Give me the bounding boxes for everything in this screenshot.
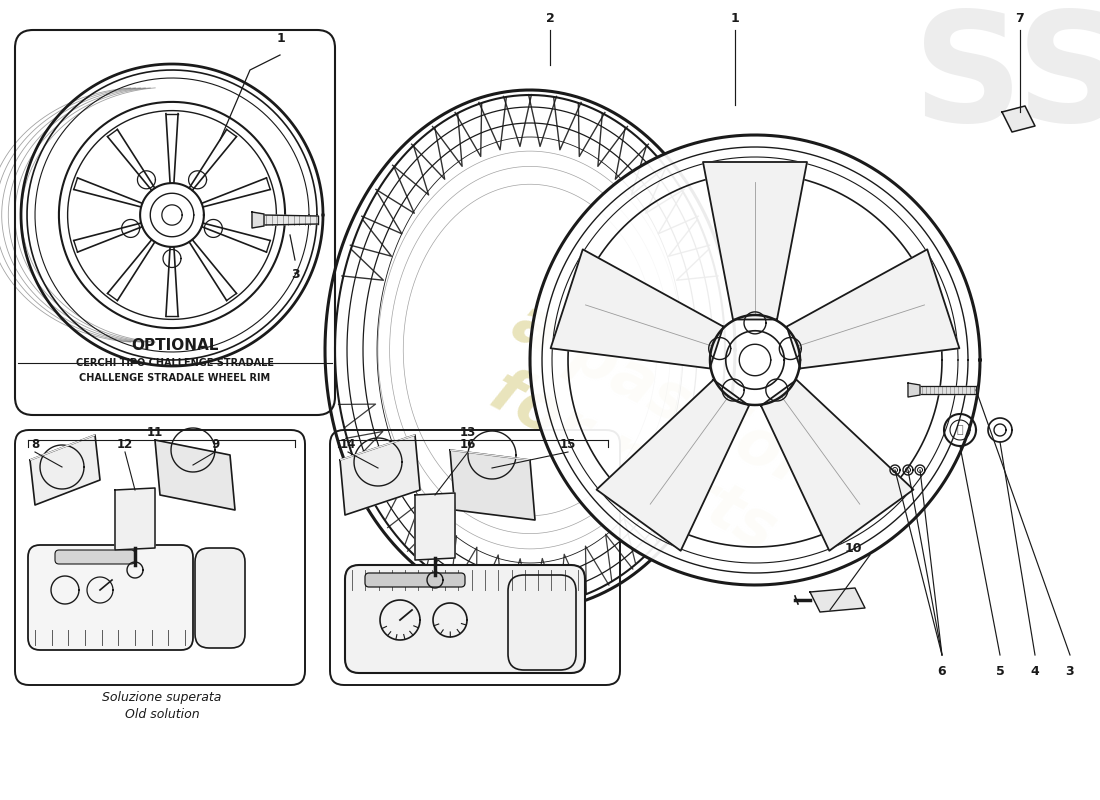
FancyBboxPatch shape [15, 430, 305, 685]
FancyBboxPatch shape [28, 545, 192, 650]
Polygon shape [703, 162, 807, 319]
Text: Old solution: Old solution [124, 707, 199, 721]
FancyBboxPatch shape [330, 430, 620, 685]
FancyBboxPatch shape [15, 30, 335, 415]
Polygon shape [340, 435, 420, 515]
Text: 11: 11 [147, 426, 163, 438]
Text: 4: 4 [1031, 665, 1040, 678]
Polygon shape [810, 588, 865, 612]
FancyBboxPatch shape [345, 565, 585, 673]
Polygon shape [596, 380, 749, 550]
Text: 6: 6 [937, 665, 946, 678]
Text: 5: 5 [996, 665, 1004, 678]
Text: 🐴: 🐴 [957, 425, 964, 435]
Polygon shape [264, 215, 318, 225]
Text: 14: 14 [340, 438, 356, 451]
FancyBboxPatch shape [508, 575, 576, 670]
Polygon shape [116, 488, 155, 550]
Text: 1: 1 [730, 11, 739, 25]
Text: a passion
for parts: a passion for parts [468, 290, 833, 570]
Polygon shape [30, 435, 100, 505]
Text: 16: 16 [460, 438, 476, 451]
FancyBboxPatch shape [55, 550, 135, 564]
Text: SS: SS [913, 6, 1100, 154]
Text: 12: 12 [117, 438, 133, 451]
Text: CHALLENGE STRADALE WHEEL RIM: CHALLENGE STRADALE WHEEL RIM [79, 373, 271, 383]
Polygon shape [908, 386, 976, 394]
Text: 3: 3 [290, 268, 299, 281]
Polygon shape [761, 380, 913, 550]
Polygon shape [1002, 106, 1035, 132]
Polygon shape [551, 250, 724, 369]
Text: 2: 2 [546, 11, 554, 25]
Polygon shape [415, 493, 455, 560]
Polygon shape [340, 435, 415, 460]
Polygon shape [450, 450, 535, 520]
Text: CERCHI TIPO CHALLENGE STRADALE: CERCHI TIPO CHALLENGE STRADALE [76, 358, 274, 368]
Polygon shape [530, 135, 980, 585]
Text: 1: 1 [276, 32, 285, 45]
Polygon shape [252, 212, 264, 228]
Polygon shape [155, 440, 235, 510]
Text: 10: 10 [845, 542, 862, 554]
Text: 9: 9 [211, 438, 219, 451]
Text: 15: 15 [560, 438, 576, 451]
Text: Soluzione superata: Soluzione superata [102, 691, 222, 705]
FancyBboxPatch shape [195, 548, 245, 648]
Text: OPTIONAL: OPTIONAL [131, 338, 219, 353]
Polygon shape [908, 383, 920, 397]
Polygon shape [30, 435, 95, 460]
FancyBboxPatch shape [365, 573, 465, 587]
Text: 8: 8 [31, 438, 40, 451]
Text: 3: 3 [1066, 665, 1075, 678]
Text: 13: 13 [460, 426, 476, 438]
Text: 7: 7 [1015, 11, 1024, 25]
Polygon shape [450, 450, 530, 460]
Polygon shape [786, 250, 959, 369]
